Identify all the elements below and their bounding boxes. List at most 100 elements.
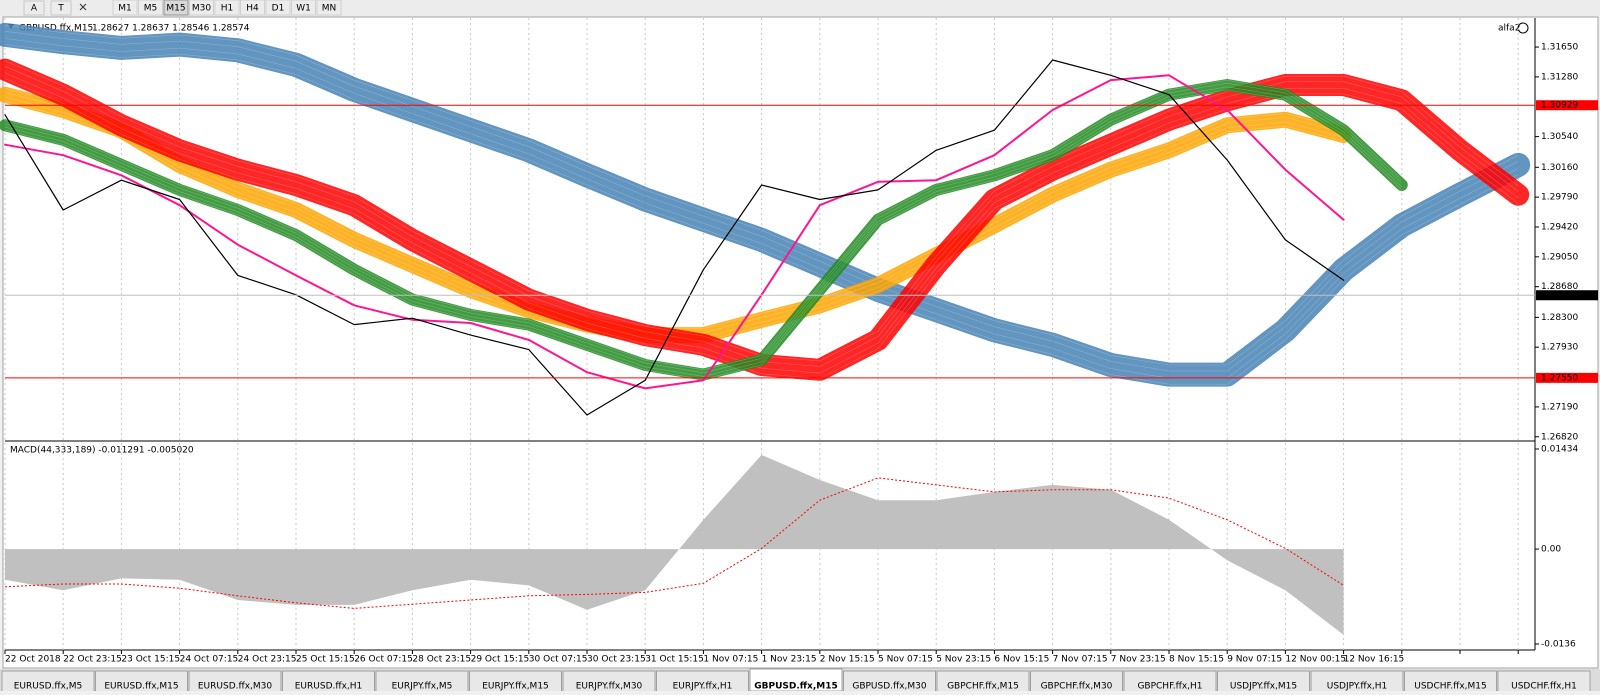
x-tick-label: 7 Nov 23:15 xyxy=(1111,655,1166,665)
y-tick-label: 1.26820 xyxy=(1541,432,1578,442)
timeframe-label: H4 xyxy=(246,4,259,14)
timeframe-button[interactable] xyxy=(265,0,291,16)
y-tick-label: 1.27190 xyxy=(1541,402,1578,412)
timeframe-label: M5 xyxy=(144,4,158,14)
y-tick-label: 1.29790 xyxy=(1541,193,1578,203)
y-tick-label: 1.27930 xyxy=(1541,343,1578,353)
tab-label: EURUSD.ffx,M15 xyxy=(104,682,178,692)
y-tick-label: 1.29050 xyxy=(1541,252,1578,262)
y-tick-label: 1.28680 xyxy=(1541,282,1578,292)
tool-label: A xyxy=(31,4,38,14)
tab-label: EURJPY.ffx,H1 xyxy=(673,682,733,692)
tab-label: EURUSD.ffx,M30 xyxy=(198,682,272,692)
x-tick-label: 5 Nov 07:15 xyxy=(878,655,933,665)
timeframe-label: D1 xyxy=(272,4,285,14)
x-tick-label: 23 Oct 15:15 xyxy=(121,655,180,665)
y-tick-label: 1.30160 xyxy=(1541,163,1578,173)
expert-name: alfa2 xyxy=(1498,24,1520,34)
y-tick-label: 1.31650 xyxy=(1541,43,1578,53)
ma-band xyxy=(0,22,1531,387)
tab-label: EURUSD.ffx,H1 xyxy=(295,682,363,692)
y-tick-label: 1.29420 xyxy=(1541,222,1578,232)
timeframe-button[interactable] xyxy=(316,0,342,16)
x-tick-label: 22 Oct 2018 xyxy=(5,655,61,665)
level-label: 1.30929 xyxy=(1541,101,1578,111)
level-label-box xyxy=(1536,100,1598,111)
tool-icon[interactable] xyxy=(79,3,87,11)
x-tick-label: 1 Nov 23:15 xyxy=(762,655,817,665)
y-tick-label: 1.28300 xyxy=(1541,313,1578,323)
timeframe-button[interactable] xyxy=(163,0,189,16)
x-tick-label: 26 Oct 07:15 xyxy=(354,655,413,665)
ma-band-edge xyxy=(4,44,1519,385)
x-tick-label: 9 Nov 07:15 xyxy=(1227,655,1282,665)
tab-label: USDCHF.ffx,M15 xyxy=(1414,682,1486,692)
x-tick-label: 7 Nov 07:15 xyxy=(1053,655,1108,665)
tab-label: GBPCHF.ffx,M15 xyxy=(947,682,1019,692)
x-tick-label: 12 Nov 16:15 xyxy=(1344,655,1405,665)
tab-label: EURJPY.ffx,M30 xyxy=(576,682,643,692)
timeframe-label: H1 xyxy=(221,4,234,14)
ma-band-edge xyxy=(4,38,1519,379)
ma-band-edge xyxy=(4,82,1403,374)
x-tick-label: 1 Nov 07:15 xyxy=(703,655,758,665)
x-tick-label: 31 Oct 15:15 xyxy=(645,655,704,665)
timeframe-label: M1 xyxy=(118,4,132,14)
timeframe-button[interactable] xyxy=(138,0,163,16)
price-line xyxy=(4,59,1345,416)
tab-label: GBPCHF.ffx,H1 xyxy=(1137,682,1202,692)
y-tick-label: 0.01434 xyxy=(1541,445,1578,455)
x-tick-label: 8 Nov 15:15 xyxy=(1169,655,1224,665)
x-tick-label: 30 Oct 23:15 xyxy=(587,655,646,665)
ma-band-edge xyxy=(4,78,1519,379)
timeframe-button[interactable] xyxy=(214,0,240,16)
x-tick-label: 22 Oct 23:15 xyxy=(63,655,122,665)
tab-label: USDCHF.ffx,H1 xyxy=(1511,682,1577,692)
timeframe-label: M30 xyxy=(192,4,211,14)
macd-title: MACD(44,333,189) -0.011291 -0.005020 xyxy=(10,446,194,456)
macd-histogram xyxy=(5,454,1344,635)
x-tick-label: 24 Oct 07:15 xyxy=(180,655,239,665)
quotes: 1.28627 1.28637 1.28546 1.28574 xyxy=(92,24,250,34)
tool-label: T xyxy=(57,4,64,14)
ma-band-edge xyxy=(4,79,1403,371)
level-label-box xyxy=(1536,372,1598,383)
x-tick-label: 29 Oct 15:15 xyxy=(471,655,530,665)
x-tick-label: 25 Oct 15:15 xyxy=(296,655,355,665)
ma-band-edge xyxy=(4,25,1519,366)
ma-band-edge xyxy=(4,86,1403,377)
symbol: GBPUSD.ffx,M15 xyxy=(19,24,93,34)
ma-band-edge xyxy=(4,88,1344,329)
toolbar xyxy=(0,0,1600,16)
tab-label: GBPCHF.ffx,M30 xyxy=(1041,682,1113,692)
ma-band-edge xyxy=(4,31,1519,372)
price-line xyxy=(4,74,1345,390)
timeframe-button[interactable] xyxy=(112,0,138,16)
x-tick-label: 28 Oct 23:15 xyxy=(412,655,471,665)
x-tick-label: 12 Nov 00:15 xyxy=(1285,655,1346,665)
y-tick-label: 0.00 xyxy=(1541,545,1561,555)
y-tick-label: 1.30540 xyxy=(1541,132,1578,142)
tab-label: GBPUSD.ffx,M30 xyxy=(852,682,927,692)
x-tick-label: 2 Nov 15:15 xyxy=(820,655,875,665)
tab-label: USDJPY.ffx,M15 xyxy=(1230,682,1297,692)
x-tick-label: 30 Oct 07:15 xyxy=(529,655,588,665)
timeframe-label: M15 xyxy=(166,4,185,14)
x-tick-label: 6 Nov 15:15 xyxy=(994,655,1049,665)
tab-label: GBPUSD.ffx,M15 xyxy=(754,682,838,692)
level-label: 1.27550 xyxy=(1541,373,1578,383)
timeframe-button[interactable] xyxy=(240,0,265,16)
tab-label: EURJPY.ffx,M15 xyxy=(482,682,549,692)
tool-button[interactable] xyxy=(50,0,72,16)
tool-button[interactable] xyxy=(23,0,45,16)
y-tick-label: 1.31280 xyxy=(1541,72,1578,82)
y-tick-label: -0.0136 xyxy=(1541,640,1576,650)
timeframe-button[interactable] xyxy=(189,0,214,16)
x-tick-label: 24 Oct 23:15 xyxy=(238,655,297,665)
timeframe-label: W1 xyxy=(296,4,311,14)
timeframe-button[interactable] xyxy=(291,0,316,16)
x-tick-label: 5 Nov 23:15 xyxy=(936,655,991,665)
tab-label: EURJPY.ffx,M5 xyxy=(392,682,453,692)
